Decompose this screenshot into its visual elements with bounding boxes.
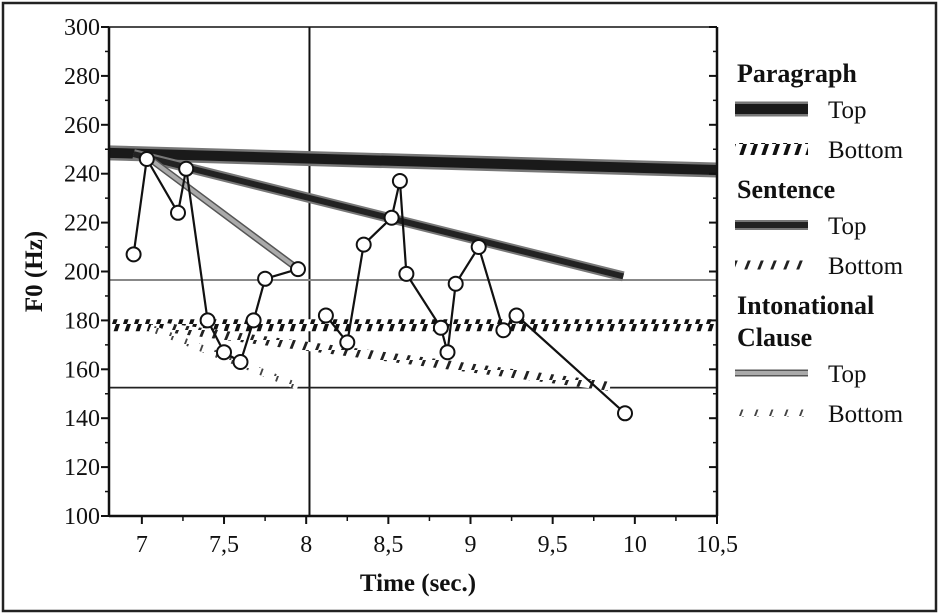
legend-item-label: Bottom	[828, 137, 904, 164]
series-line-f0	[132, 157, 300, 364]
legend-heading: Clause	[737, 323, 812, 352]
legend-item-label: Bottom	[828, 401, 904, 428]
y-tick-label: 120	[64, 455, 100, 481]
y-tick-label: 280	[64, 64, 100, 90]
f0-data-point	[216, 344, 232, 361]
x-tick-label: 9,5	[538, 532, 568, 558]
series-line-sentence-top	[132, 151, 625, 280]
series-line-clause-top	[148, 157, 300, 271]
f0-data-point	[470, 239, 487, 255]
series-line-sentence-bottom	[165, 323, 611, 391]
x-tick-label: 7	[136, 532, 148, 558]
legend-heading: Paragraph	[737, 59, 857, 88]
f0-data-point	[170, 204, 186, 221]
f0-data-point	[439, 344, 456, 361]
y-axis-title: F0 (Hz)	[21, 231, 48, 312]
f0-data-point	[432, 319, 449, 336]
f0-data-point	[232, 354, 249, 370]
f0-data-point	[290, 261, 306, 278]
legend-item-label: Bottom	[828, 253, 904, 280]
f0-data-point	[245, 312, 262, 329]
f0-data-point	[495, 322, 512, 339]
y-tick-label: 100	[64, 504, 100, 530]
legend-heading: Intonational	[737, 291, 874, 320]
f0-data-point	[178, 160, 195, 177]
f0-data-point	[398, 265, 415, 282]
f0-data-point	[317, 307, 334, 324]
x-tick-label: 10,5	[696, 532, 738, 558]
x-axis-title: Time (sec.)	[360, 570, 476, 597]
series-line-paragraph-top	[109, 147, 717, 175]
f0-data-point	[355, 236, 372, 253]
f0-data-point	[339, 334, 356, 351]
f0-data-point	[125, 246, 142, 263]
f0-data-point	[199, 312, 216, 329]
f0-data-point	[383, 209, 400, 226]
x-tick-label: 8,5	[373, 532, 403, 558]
legend-item-label: Top	[828, 97, 867, 124]
y-tick-label: 240	[64, 162, 100, 188]
legend-item-label: Top	[828, 213, 867, 240]
f0-data-point	[391, 173, 408, 189]
f0-data-point	[617, 405, 633, 422]
x-tick-label: 10	[623, 532, 647, 558]
y-tick-label: 200	[64, 260, 100, 286]
y-tick-label: 220	[64, 211, 100, 237]
f0-data-point	[508, 307, 525, 324]
y-tick-label: 260	[64, 113, 100, 139]
y-tick-label: 140	[64, 406, 100, 432]
y-tick-label: 300	[64, 15, 100, 41]
legend-item-label: Top	[828, 361, 867, 388]
legend-heading: Sentence	[737, 175, 835, 204]
x-tick-label: 7,5	[209, 532, 239, 558]
x-tick-label: 9	[465, 532, 477, 558]
x-tick-label: 8	[300, 532, 312, 558]
f0-data-point	[138, 151, 155, 167]
y-tick-label: 180	[64, 308, 100, 334]
y-tick-label: 160	[64, 357, 100, 383]
f0-data-point	[257, 270, 274, 287]
f0-data-point	[447, 275, 464, 292]
